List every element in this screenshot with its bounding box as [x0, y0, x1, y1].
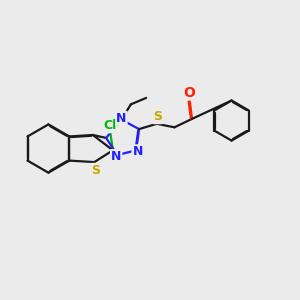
- Text: O: O: [183, 85, 195, 100]
- Text: N: N: [132, 145, 143, 158]
- Text: S: S: [91, 164, 100, 177]
- Text: Cl: Cl: [103, 119, 117, 132]
- Text: N: N: [111, 150, 121, 163]
- Text: S: S: [153, 110, 162, 123]
- Text: N: N: [116, 112, 127, 125]
